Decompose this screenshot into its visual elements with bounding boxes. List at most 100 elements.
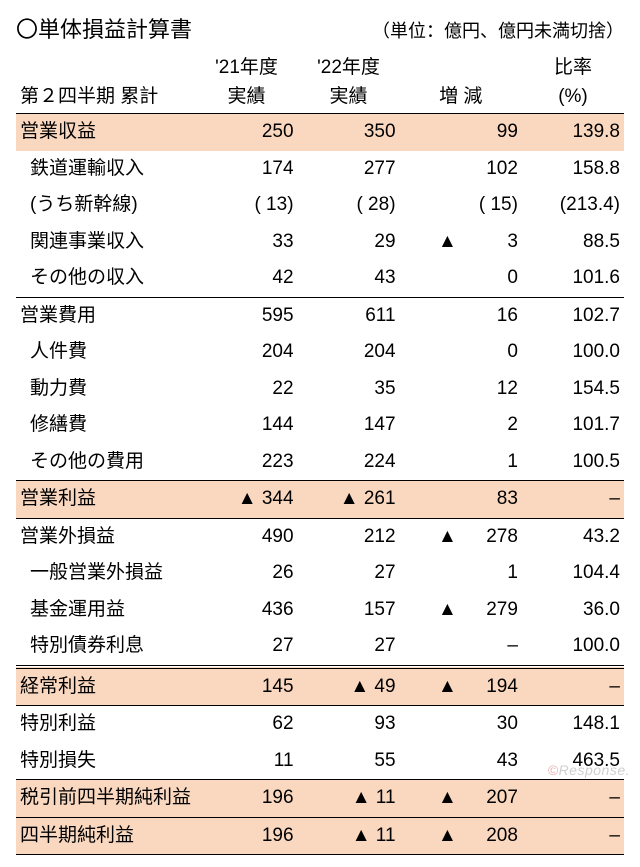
cell-y21: ( 13) (196, 187, 298, 224)
cell-ratio: 43.2 (522, 518, 624, 555)
cell-y22: ( 28) (298, 187, 400, 224)
table-row: 税引前四半期純利益196▲ 11▲207– (16, 780, 624, 818)
table-row: 営業費用59561116102.7 (16, 297, 624, 334)
row-label: 特別債券利息 (16, 628, 196, 667)
table-row: 関連事業収入3329▲388.5 (16, 224, 624, 261)
diff-value: 99 (466, 118, 518, 147)
cell-diff: 30 (400, 706, 522, 743)
cell-y21: 33 (196, 224, 298, 261)
cell-y21: 42 (196, 260, 298, 297)
cell-diff: ▲3 (400, 224, 522, 261)
diff-value: 194 (466, 673, 518, 702)
row-label: 営業費用 (16, 297, 196, 334)
cell-ratio: – (522, 667, 624, 706)
cell-y21: 595 (196, 297, 298, 334)
diff-value: 2 (466, 411, 518, 440)
cell-diff: 43 (400, 743, 522, 780)
row-label: 一般営業外損益 (16, 555, 196, 592)
cell-ratio: (213.4) (522, 187, 624, 224)
diff-value: 43 (466, 747, 518, 776)
negative-mark-icon: ▲ (438, 822, 466, 851)
cell-y22: ▲ 11 (298, 817, 400, 855)
table-row: 動力費223512154.5 (16, 371, 624, 408)
row-label: その他の費用 (16, 444, 196, 481)
cell-y21: 144 (196, 407, 298, 444)
diff-value: 83 (466, 485, 518, 514)
col-y21-header: '21年度 実績 (196, 50, 298, 114)
cell-y21: 250 (196, 114, 298, 151)
cell-ratio: 100.5 (522, 444, 624, 481)
cell-diff: 12 (400, 371, 522, 408)
cell-y21: 436 (196, 592, 298, 629)
diff-value: 30 (466, 710, 518, 739)
table-row: 特別債券利息2727–100.0 (16, 628, 624, 667)
diff-value: 12 (466, 375, 518, 404)
table-row: 修繕費144147 2101.7 (16, 407, 624, 444)
cell-y22: ▲ 261 (298, 481, 400, 519)
diff-value: 207 (466, 784, 518, 813)
cell-ratio: 101.7 (522, 407, 624, 444)
negative-mark-icon: ▲ (438, 523, 466, 552)
col-y22-header: '22年度 実績 (298, 50, 400, 114)
diff-value: 208 (466, 822, 518, 851)
row-label: その他の収入 (16, 260, 196, 297)
cell-ratio: – (522, 481, 624, 519)
watermark: ©Response. (548, 762, 630, 778)
report-unit: （単位：億円、億円未満切捨） (372, 17, 624, 43)
cell-y21: 27 (196, 628, 298, 667)
table-row: 営業外損益490212▲27843.2 (16, 518, 624, 555)
table-row: その他の収入42430101.6 (16, 260, 624, 297)
diff-value: 16 (466, 302, 518, 331)
col-ratio-header: 比率 (%) (522, 50, 624, 114)
row-label: 経常利益 (16, 667, 196, 706)
report-header: 〇単体損益計算書 （単位：億円、億円未満切捨） (16, 12, 624, 44)
diff-value: 3 (466, 228, 518, 257)
table-row: 四半期純利益196▲ 11▲208– (16, 817, 624, 855)
row-label: 特別損失 (16, 743, 196, 780)
row-label: 人件費 (16, 334, 196, 371)
cell-diff: ▲208 (400, 817, 522, 855)
row-label: 営業外損益 (16, 518, 196, 555)
cell-y22: 35 (298, 371, 400, 408)
cell-y22: 157 (298, 592, 400, 629)
row-label: 修繕費 (16, 407, 196, 444)
table-row: 鉄道運輸収入174277102158.8 (16, 151, 624, 188)
cell-y21: 490 (196, 518, 298, 555)
row-label: 基金運用益 (16, 592, 196, 629)
cell-diff: ▲279 (400, 592, 522, 629)
table-row: 人件費2042040100.0 (16, 334, 624, 371)
watermark-copyright: © (548, 762, 559, 778)
row-label: 鉄道運輸収入 (16, 151, 196, 188)
table-row: 経常利益145▲ 49▲194– (16, 667, 624, 706)
table-row: 一般営業外損益26271104.4 (16, 555, 624, 592)
cell-ratio: 100.0 (522, 334, 624, 371)
diff-value: 102 (466, 155, 518, 184)
cell-y22: 224 (298, 444, 400, 481)
cell-ratio: 139.8 (522, 114, 624, 151)
cell-diff: 0 (400, 334, 522, 371)
cell-diff: 102 (400, 151, 522, 188)
cell-y22: 29 (298, 224, 400, 261)
cell-diff: 1 (400, 444, 522, 481)
cell-y21: 11 (196, 743, 298, 780)
cell-y22: 27 (298, 555, 400, 592)
table-row: 特別損失115543463.5 (16, 743, 624, 780)
table-row: (うち新幹線)( 13)( 28)( 15)(213.4) (16, 187, 624, 224)
cell-y22: 204 (298, 334, 400, 371)
cell-diff: ▲278 (400, 518, 522, 555)
cell-diff: 99 (400, 114, 522, 151)
table-row: 基金運用益436157▲27936.0 (16, 592, 624, 629)
row-label: 動力費 (16, 371, 196, 408)
row-label: 税引前四半期純利益 (16, 780, 196, 818)
cell-diff: ▲207 (400, 780, 522, 818)
cell-ratio: 88.5 (522, 224, 624, 261)
cell-y21: 26 (196, 555, 298, 592)
cell-y22: ▲ 11 (298, 780, 400, 818)
cell-y22: ▲ 49 (298, 667, 400, 706)
diff-value: 0 (466, 338, 518, 367)
cell-ratio: 148.1 (522, 706, 624, 743)
table-row: 特別利益629330148.1 (16, 706, 624, 743)
cell-y21: 196 (196, 780, 298, 818)
row-label: 営業利益 (16, 481, 196, 519)
cell-y22: 147 (298, 407, 400, 444)
